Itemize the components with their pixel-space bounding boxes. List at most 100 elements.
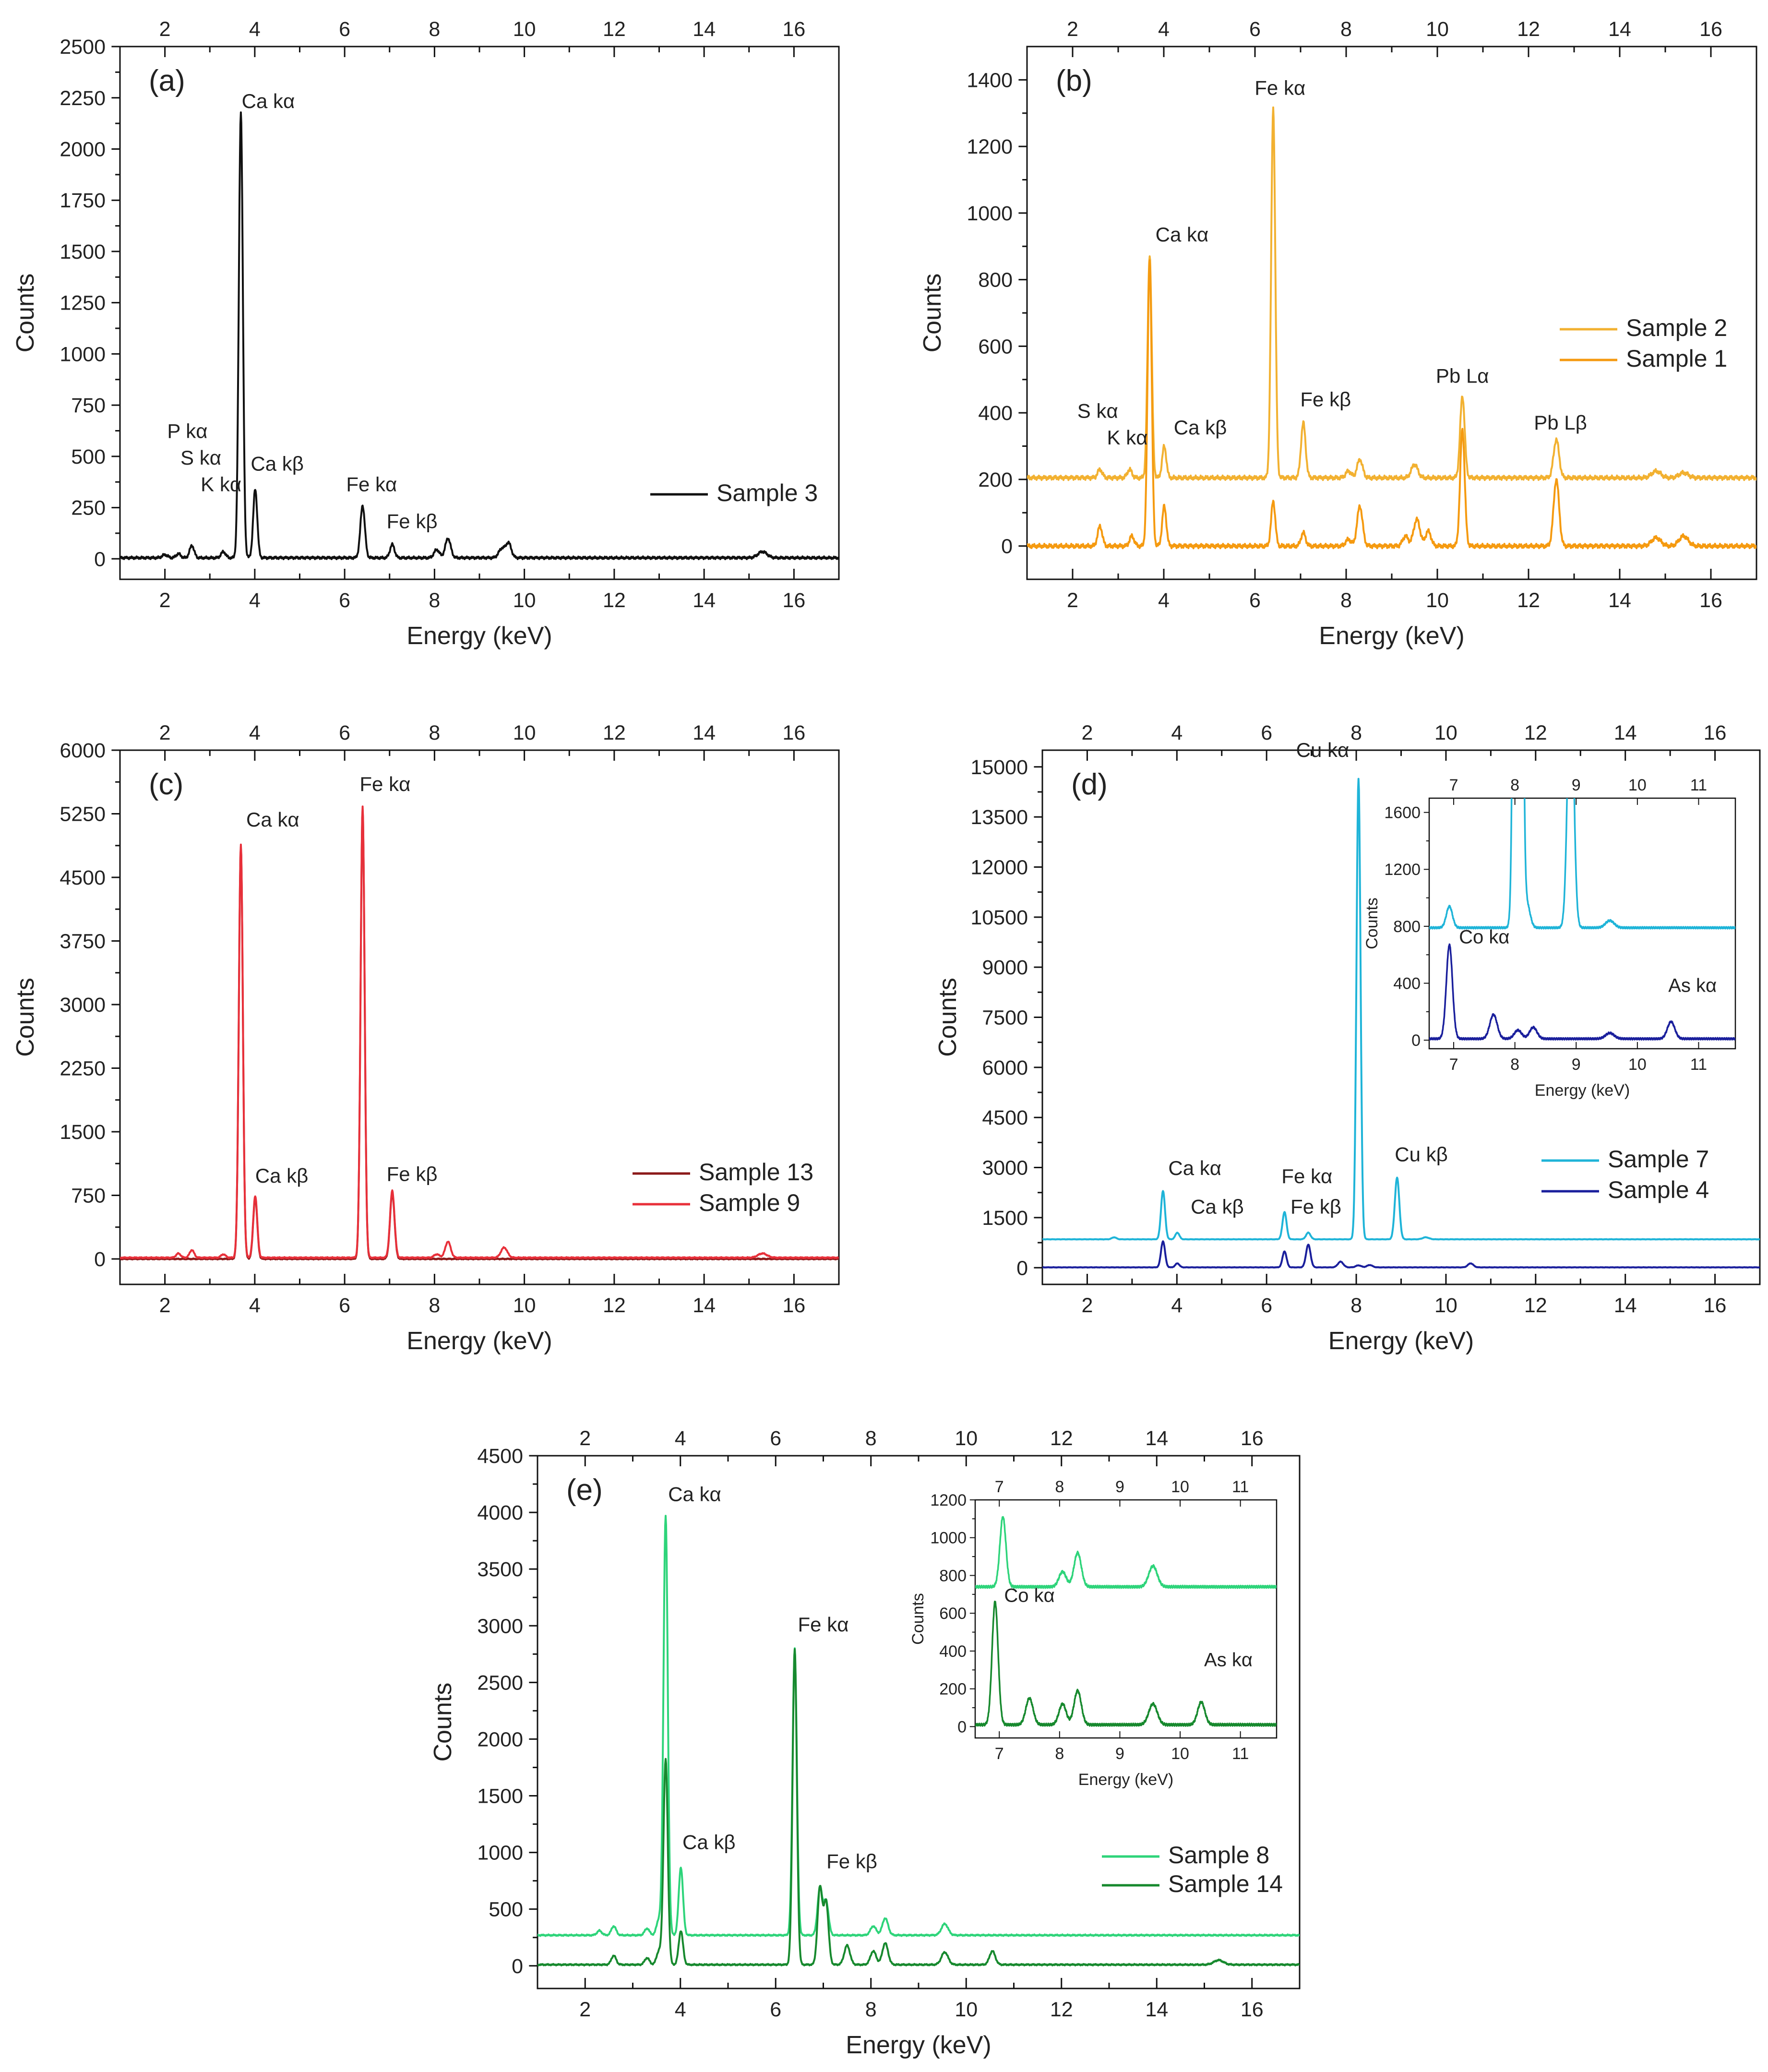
panel-d-inset-x-tick-label: 10 (1628, 1055, 1647, 1074)
panel-a-label: (a) (149, 64, 185, 97)
panel-e-x-tick-label: 14 (1145, 1998, 1168, 2021)
panel-b-y-tick-label: 800 (978, 269, 1013, 292)
panel-b-x-top-tick-label: 12 (1517, 18, 1540, 41)
panel-d-series-line-sample-4 (1042, 1240, 1760, 1269)
panel-b-peak-label: Pb Lα (1436, 365, 1489, 387)
panel-b-x-tick-label: 8 (1340, 589, 1352, 612)
panel-a-peak-label: Fe kα (346, 473, 397, 495)
panel-a-y-tick-label: 1000 (60, 343, 106, 366)
panel-a-y-tick-label: 1250 (60, 292, 106, 315)
panel-d-x-top-tick-label: 8 (1350, 721, 1362, 744)
panel-a-x-top-tick-label: 14 (693, 18, 716, 41)
panel-a-legend-label: Sample 3 (717, 479, 818, 506)
panel-d-peak-label: Cu kα (1296, 739, 1350, 761)
panel-d-series-line-sample-7 (1042, 778, 1760, 1241)
panel-e-inset-y-tick-label: 400 (939, 1642, 967, 1661)
panel-b-x-tick-label: 6 (1249, 589, 1261, 612)
panel-d-inset-y-axis-title: Counts (1363, 898, 1381, 949)
panel-a-x-top-tick-label: 2 (159, 18, 171, 41)
panel-c-x-tick-label: 10 (513, 1294, 536, 1317)
panel-c-y-tick-label: 3750 (60, 930, 106, 953)
panel-d-peak-label: Ca kβ (1191, 1196, 1244, 1218)
panel-d-x-tick-label: 16 (1704, 1294, 1727, 1317)
panel-a-x-tick-label: 14 (693, 589, 716, 612)
panel-a-y-tick-label: 1500 (60, 240, 106, 263)
panel-a-series-line-sample-3 (120, 111, 839, 561)
panel-e-inset-x-top-tick-label: 8 (1055, 1478, 1064, 1496)
panel-a-y-tick-label: 500 (71, 445, 106, 468)
panel-e-x-top-tick-label: 10 (955, 1427, 978, 1450)
panel-e-y-tick-label: 1500 (477, 1785, 523, 1808)
panel-a-peak-label: S kα (180, 446, 221, 469)
panel-c-legend-label: Sample 9 (699, 1189, 800, 1216)
panel-a-y-tick-label: 2250 (60, 87, 106, 110)
panel-e-y-tick-label: 2500 (477, 1671, 523, 1694)
panel-c-x-tick-label: 16 (782, 1294, 805, 1317)
panel-e-inset-y-tick-label: 1200 (930, 1491, 967, 1509)
panel-a-y-tick-label: 750 (71, 394, 106, 417)
panel-b-label: (b) (1056, 64, 1092, 97)
panel-d-x-axis-title: Energy (keV) (1328, 1327, 1474, 1355)
panel-a-peak-label: K kα (201, 473, 241, 495)
panel-d-inset-x-axis-title: Energy (keV) (1535, 1081, 1630, 1100)
panel-a-peak-label: Ca kβ (251, 453, 304, 475)
panel-e-series-line-sample-8 (538, 1515, 1300, 1937)
panel-e-inset-series-line-sample-14 (975, 1600, 1277, 1727)
panel-c-x-tick-label: 4 (249, 1294, 261, 1317)
panel-c-x-top-tick-label: 4 (249, 721, 261, 744)
panel-a-x-tick-label: 12 (603, 589, 626, 612)
panel-b-peak-label: Ca kα (1156, 223, 1209, 246)
panel-e-x-tick-label: 4 (675, 1998, 686, 2021)
panel-b-peak-label: K kα (1107, 426, 1148, 449)
panel-b-x-top-tick-label: 6 (1249, 18, 1261, 41)
panel-e-y-tick-label: 0 (512, 1955, 523, 1978)
panel-c-x-tick-label: 8 (429, 1294, 440, 1317)
panel-e-inset-y-tick-label: 200 (939, 1680, 967, 1699)
panel-d-inset-y-tick-label: 400 (1393, 974, 1421, 993)
panel-e-inset-x-top-tick-label: 11 (1232, 1478, 1249, 1496)
panel-e-y-tick-label: 1000 (477, 1842, 523, 1865)
panel-e-inset-y-tick-label: 800 (939, 1567, 967, 1585)
panel-b-x-tick-label: 4 (1158, 589, 1170, 612)
panel-a-x-tick-label: 16 (782, 589, 805, 612)
panel-c-y-tick-label: 750 (71, 1185, 106, 1208)
panel-a-y-tick-label: 250 (71, 497, 106, 520)
panel-c-y-axis-title: Counts (12, 978, 39, 1057)
panel-d-y-tick-label: 15000 (970, 756, 1028, 779)
panel-c-x-tick-label: 2 (159, 1294, 171, 1317)
panel-d-peak-label: Ca kα (1168, 1157, 1221, 1179)
panel-e-inset-plot-frame (974, 1499, 1278, 1739)
panel-a-y-tick-label: 1750 (60, 189, 106, 212)
panel-b-x-top-tick-label: 2 (1067, 18, 1078, 41)
panel-d-inset-x-top-tick-label: 7 (1449, 776, 1458, 794)
panel-a-x-tick-label: 4 (249, 589, 261, 612)
panel-d-x-tick-label: 10 (1434, 1294, 1457, 1317)
panel-b-y-tick-label: 1400 (967, 69, 1013, 92)
panel-d-y-tick-label: 10500 (970, 906, 1028, 929)
panel-c-x-top-tick-label: 6 (339, 721, 350, 744)
panel-d-inset-plot-frame (1428, 797, 1736, 1050)
panel-d: 2 2 4 4 6 6 8 8 10 10 12 12 14 14 16 16 0 1500 3000 4500 600… (934, 721, 1761, 1355)
panel-d-inset-y-tick-label: 0 (1411, 1031, 1421, 1050)
panel-e-x-tick-label: 12 (1050, 1998, 1073, 2021)
panel-d-y-tick-label: 6000 (982, 1056, 1028, 1079)
panel-d-x-tick-label: 12 (1524, 1294, 1547, 1317)
panel-b-peak-label: Ca kβ (1174, 416, 1227, 439)
panel-d-x-tick-label: 8 (1350, 1294, 1362, 1317)
panel-d-x-top-tick-label: 10 (1434, 721, 1457, 744)
panel-d-inset-x-top-tick-label: 9 (1572, 776, 1581, 794)
panel-b-y-tick-label: 0 (1001, 535, 1013, 558)
panel-c-y-tick-label: 3000 (60, 994, 106, 1017)
panel-e-y-axis-title: Counts (429, 1683, 457, 1762)
panel-e-label: (e) (566, 1473, 603, 1507)
panel-e-inset-x-tick-label: 10 (1171, 1745, 1189, 1763)
panel-d-x-top-tick-label: 16 (1704, 721, 1727, 744)
panel-c-x-top-tick-label: 10 (513, 721, 536, 744)
panel-b-x-top-tick-label: 4 (1158, 18, 1170, 41)
panel-e-y-tick-label: 3000 (477, 1615, 523, 1638)
panel-c-y-tick-label: 4500 (60, 866, 106, 889)
panel-b-x-tick-label: 14 (1608, 589, 1631, 612)
panel-d-inset-series-line-sample-4 (1429, 943, 1735, 1041)
panel-e-x-tick-label: 6 (770, 1998, 781, 2021)
